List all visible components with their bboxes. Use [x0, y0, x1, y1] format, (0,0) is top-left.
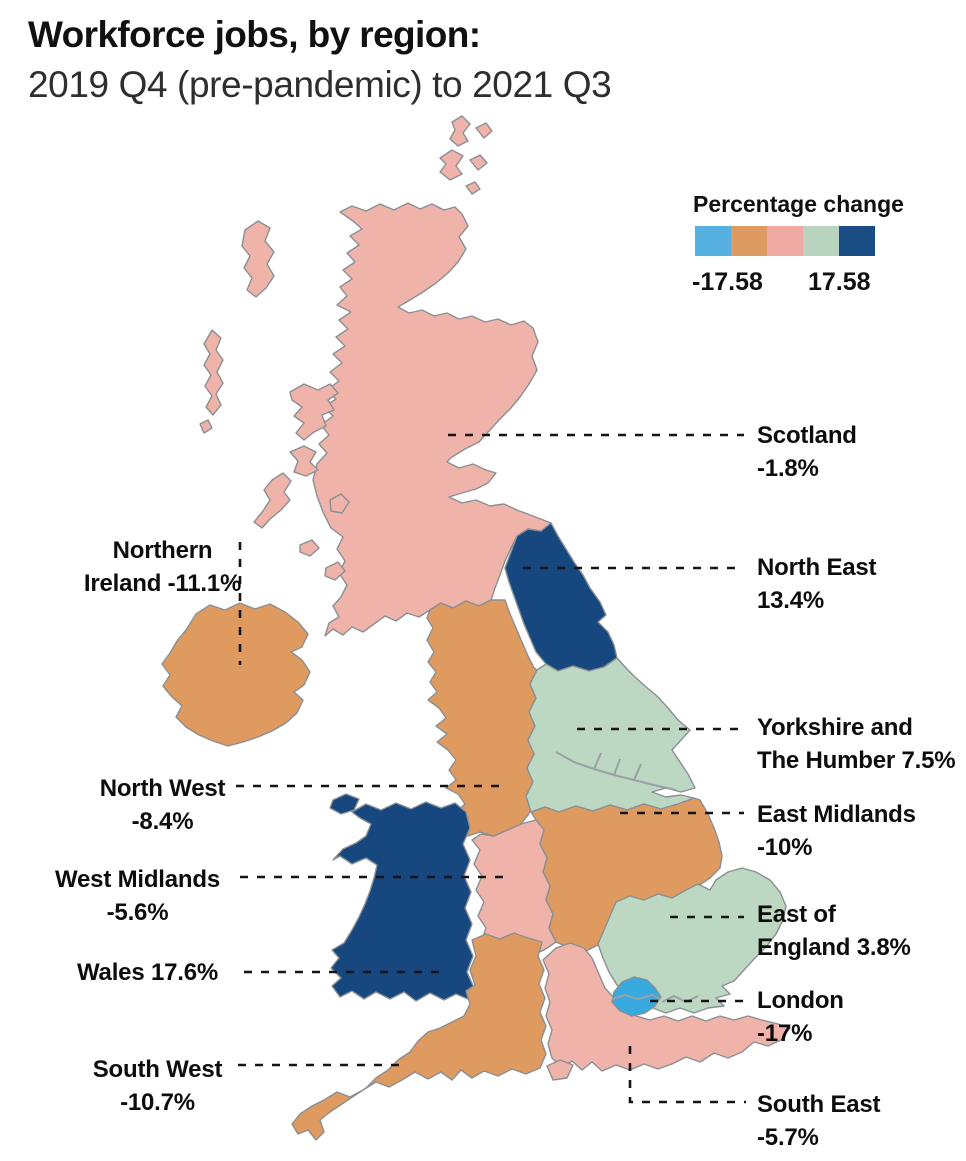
region-scotland-orkney-island-1 [449, 115, 471, 147]
label-west-midlands: West Midlands -5.6% [30, 863, 245, 929]
label-east-of-england: East of England 3.8% [757, 898, 911, 964]
label-northern-ireland-name: Northern [112, 537, 213, 564]
legend-swatch-2 [731, 226, 767, 256]
region-south-east-isle-of-wight [546, 1059, 574, 1081]
region-scotland-skye-island [289, 383, 339, 441]
leader-south-east [628, 1046, 746, 1104]
page-subtitle: 2019 Q4 (pre-pandemic) to 2021 Q3 [28, 64, 612, 105]
label-north-west-name: North West [99, 775, 226, 802]
label-south-east: South East -5.7% [757, 1088, 881, 1154]
region-east-of-england [597, 867, 787, 1014]
legend-max-label: 17.58 [808, 268, 871, 296]
legend-swatch-3 [767, 226, 803, 256]
region-scotland-barra-island [199, 419, 213, 434]
label-east-midlands: East Midlands -10% [757, 798, 916, 864]
label-london: London -17% [757, 984, 844, 1050]
region-north-west [426, 599, 538, 837]
label-north-east-name: North East [757, 554, 877, 581]
region-scotland-lewis-island [241, 220, 275, 298]
region-scotland-orkney-island-5 [465, 181, 481, 195]
label-yorkshire-value: The Humber 7.5% [757, 747, 956, 774]
label-scotland-value: -1.8% [757, 455, 819, 482]
label-east-midlands-name: East Midlands [757, 801, 916, 828]
label-south-west: South West -10.7% [50, 1053, 265, 1119]
label-yorkshire: Yorkshire and The Humber 7.5% [757, 711, 956, 777]
legend-min-label: -17.58 [692, 268, 763, 296]
region-wales [330, 801, 475, 1002]
label-east-midlands-value: -10% [757, 834, 813, 861]
label-london-name: London [757, 987, 844, 1014]
label-west-midlands-name: West Midlands [55, 866, 220, 893]
region-yorkshire-and-the-humber [525, 657, 696, 813]
page-title: Workforce jobs, by region: [28, 14, 481, 55]
label-north-east-value: 13.4% [757, 587, 825, 614]
label-west-midlands-value: -5.6% [106, 899, 169, 926]
label-south-west-value: -10.7% [120, 1089, 195, 1116]
leader-lines [236, 433, 746, 1104]
label-yorkshire-name: Yorkshire and [757, 714, 913, 741]
region-northern-ireland [161, 602, 311, 747]
region-scotland-mull-island [289, 445, 319, 477]
region-scotland [312, 202, 552, 637]
label-northern-ireland: Northern Ireland -11.1% [55, 534, 270, 600]
label-wales: Wales 17.6% [40, 956, 255, 989]
legend-swatch-1 [695, 226, 731, 256]
legend-title: Percentage change [693, 191, 904, 217]
label-northern-ireland-value: Ireland -11.1% [83, 570, 242, 597]
river-lines [555, 751, 699, 1004]
legend-color-scale [695, 226, 875, 256]
label-north-east: North East 13.4% [757, 551, 877, 617]
label-scotland: Scotland -1.8% [757, 419, 857, 485]
region-scotland-orkney-island-4 [469, 154, 488, 171]
label-south-west-name: South West [92, 1056, 223, 1083]
legend-swatch-5 [839, 226, 875, 256]
label-wales-name: Wales 17.6% [77, 959, 218, 986]
region-scotland-orkney-island-2 [475, 122, 493, 139]
label-south-east-value: -5.7% [757, 1124, 819, 1151]
region-scotland-small-island-1 [299, 539, 320, 557]
region-wales-anglesey-island [329, 793, 360, 815]
label-east-of-england-name: East of [757, 901, 836, 928]
legend-swatch-4 [803, 226, 839, 256]
label-south-east-name: South East [757, 1091, 881, 1118]
region-scotland-small-island-2 [324, 561, 346, 581]
label-london-value: -17% [757, 1020, 813, 1047]
region-south-west [291, 932, 547, 1141]
region-scotland-orkney-island-3 [439, 149, 464, 181]
label-north-west: North West -8.4% [55, 772, 270, 838]
label-scotland-name: Scotland [757, 422, 857, 449]
region-scotland-uist-islands [203, 329, 224, 416]
label-east-of-england-value: England 3.8% [757, 934, 911, 961]
label-north-west-value: -8.4% [131, 808, 194, 835]
region-scotland-arran-island [329, 493, 350, 514]
region-scotland-islay-island [253, 472, 292, 529]
